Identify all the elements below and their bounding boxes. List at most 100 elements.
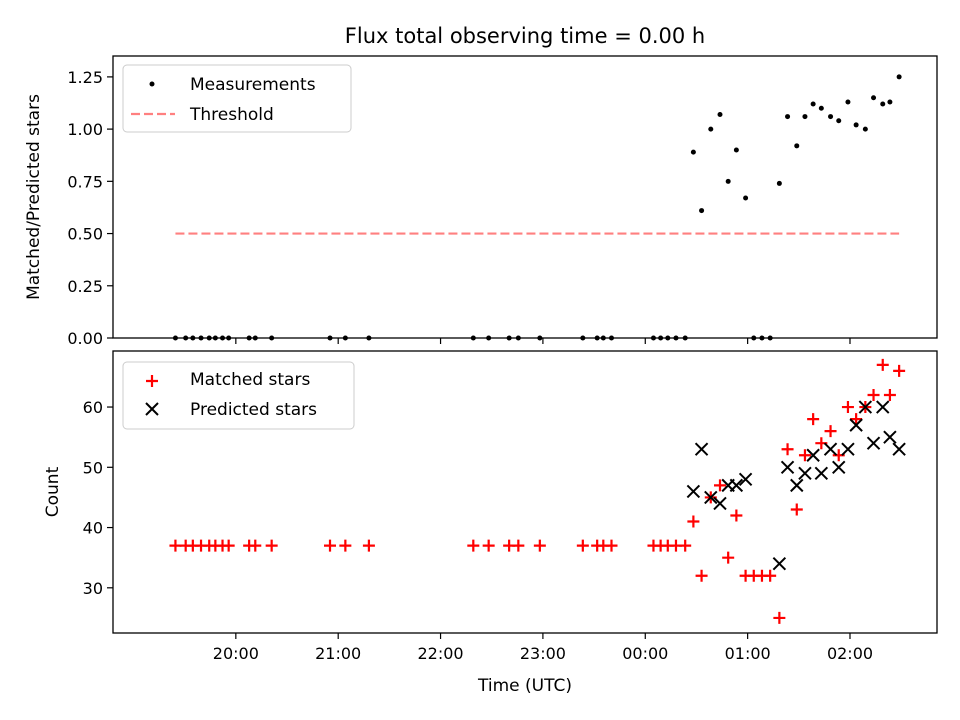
matched-star-point xyxy=(841,401,854,414)
predicted-star-point xyxy=(738,472,753,487)
matched-star-point xyxy=(687,515,700,528)
predicted-star-point xyxy=(892,442,906,456)
measurement-point xyxy=(733,147,739,153)
bottom-y-axis-label: Count xyxy=(43,466,63,517)
predicted-star-point xyxy=(876,400,890,414)
matched-star-point xyxy=(362,539,375,552)
y-tick-label: 50 xyxy=(83,458,103,477)
matched-star-point xyxy=(713,479,726,492)
matched-star-point xyxy=(850,413,863,426)
x-tick-label: 21:00 xyxy=(315,644,361,663)
matched-star-point xyxy=(867,388,880,401)
measurement-point xyxy=(836,118,842,124)
bottom-plot-marks xyxy=(169,358,906,624)
top-y-ticks: 0.00 0.25 0.50 0.75 1.00 1.25 xyxy=(67,68,113,348)
bottom-legend: Matched stars Predicted stars xyxy=(122,361,355,430)
measurement-point xyxy=(690,149,696,155)
matched-star-point xyxy=(790,503,803,516)
predicted-star-point xyxy=(814,466,829,481)
predicted-star-point xyxy=(883,430,897,444)
measurement-point xyxy=(725,178,731,184)
x-tick-label: 02:00 xyxy=(827,644,873,663)
matched-star-point xyxy=(576,539,589,552)
predicted-star-point xyxy=(823,442,838,456)
predicted-star-point xyxy=(772,556,787,571)
x-axis-label: Time (UTC) xyxy=(477,676,572,696)
x-tick-label: 20:00 xyxy=(213,644,259,663)
x-tick-label: 22:00 xyxy=(417,644,463,663)
top-legend: Measurements Threshold xyxy=(122,64,352,133)
bottom-legend-box xyxy=(122,361,355,430)
matched-star-point xyxy=(249,539,262,552)
y-tick-label: 1.00 xyxy=(67,120,103,139)
measurement-point xyxy=(845,99,851,105)
predicted-star-point xyxy=(704,490,718,505)
bottom-y-ticks: 30 40 50 60 xyxy=(83,398,113,598)
matched-star-point xyxy=(533,539,546,552)
matched-star-point xyxy=(764,569,777,582)
bottom-axes-frame xyxy=(112,350,938,634)
matched-star-point xyxy=(222,539,235,552)
y-tick-label: 0.75 xyxy=(67,172,103,191)
y-tick-label: 0.50 xyxy=(67,225,103,244)
matched-star-point xyxy=(605,539,618,552)
legend-measurements-marker xyxy=(149,81,155,87)
measurement-point xyxy=(810,101,816,107)
measurement-point xyxy=(776,180,782,186)
legend-threshold-label: Threshold xyxy=(189,105,274,125)
measurement-point xyxy=(828,114,834,120)
matched-star-point xyxy=(883,388,896,401)
top-axes-frame xyxy=(112,55,938,339)
matched-star-point xyxy=(824,425,837,438)
measurement-point xyxy=(871,95,877,101)
measurement-point xyxy=(862,126,868,132)
measurement-point xyxy=(794,143,800,149)
predicted-star-point xyxy=(832,460,846,475)
legend-predicted-marker xyxy=(145,402,159,416)
predicted-star-point xyxy=(798,466,812,481)
matched-star-point xyxy=(722,551,735,564)
measurement-point xyxy=(896,74,902,80)
y-tick-label: 40 xyxy=(83,519,103,538)
matched-star-point xyxy=(773,611,786,624)
matched-star-point xyxy=(893,364,906,377)
legend-matched-marker xyxy=(146,375,158,387)
y-tick-label: 60 xyxy=(83,398,103,417)
matched-star-point xyxy=(324,539,337,552)
matched-star-point xyxy=(339,539,352,552)
measurement-point xyxy=(743,195,749,201)
measurement-point xyxy=(785,114,791,120)
matched-star-point xyxy=(807,413,820,426)
measurement-point xyxy=(708,126,714,132)
measurement-point xyxy=(818,105,824,111)
predicted-star-point xyxy=(713,496,727,511)
matched-star-point xyxy=(730,509,743,522)
bottom-x-ticks: 20:00 21:00 22:00 23:00 00:00 01:00 02:00 xyxy=(213,633,873,663)
top-panel: 0.00 0.25 0.50 0.75 1.00 1.25 Matched/Predict… xyxy=(24,55,938,348)
legend-matched-label: Matched stars xyxy=(190,370,310,390)
matched-star-point xyxy=(798,449,811,462)
measurement-point xyxy=(887,99,893,105)
predicted-star-point xyxy=(841,442,855,456)
matched-star-point xyxy=(679,539,692,552)
matched-star-point xyxy=(695,569,708,582)
matched-star-point xyxy=(781,443,794,456)
y-tick-label: 0.00 xyxy=(67,329,103,348)
bottom-panel: 30 40 50 60 20:00 21:00 22:00 23:00 00:00 01:00 0… xyxy=(43,350,938,696)
matched-star-point xyxy=(512,539,525,552)
matched-star-point xyxy=(876,358,889,371)
top-legend-box xyxy=(122,64,352,133)
matched-star-point xyxy=(467,539,480,552)
matched-star-point xyxy=(482,539,495,552)
y-tick-label: 30 xyxy=(83,579,103,598)
top-x-ticks xyxy=(235,338,851,344)
y-tick-label: 1.25 xyxy=(67,68,103,87)
matched-star-point xyxy=(169,539,182,552)
measurement-point xyxy=(802,114,808,120)
chart-title: Flux total observing time = 0.00 h xyxy=(345,24,705,48)
predicted-star-point xyxy=(686,484,701,499)
y-tick-label: 0.25 xyxy=(67,277,103,296)
measurement-point xyxy=(717,111,723,117)
predicted-star-point xyxy=(866,436,881,450)
